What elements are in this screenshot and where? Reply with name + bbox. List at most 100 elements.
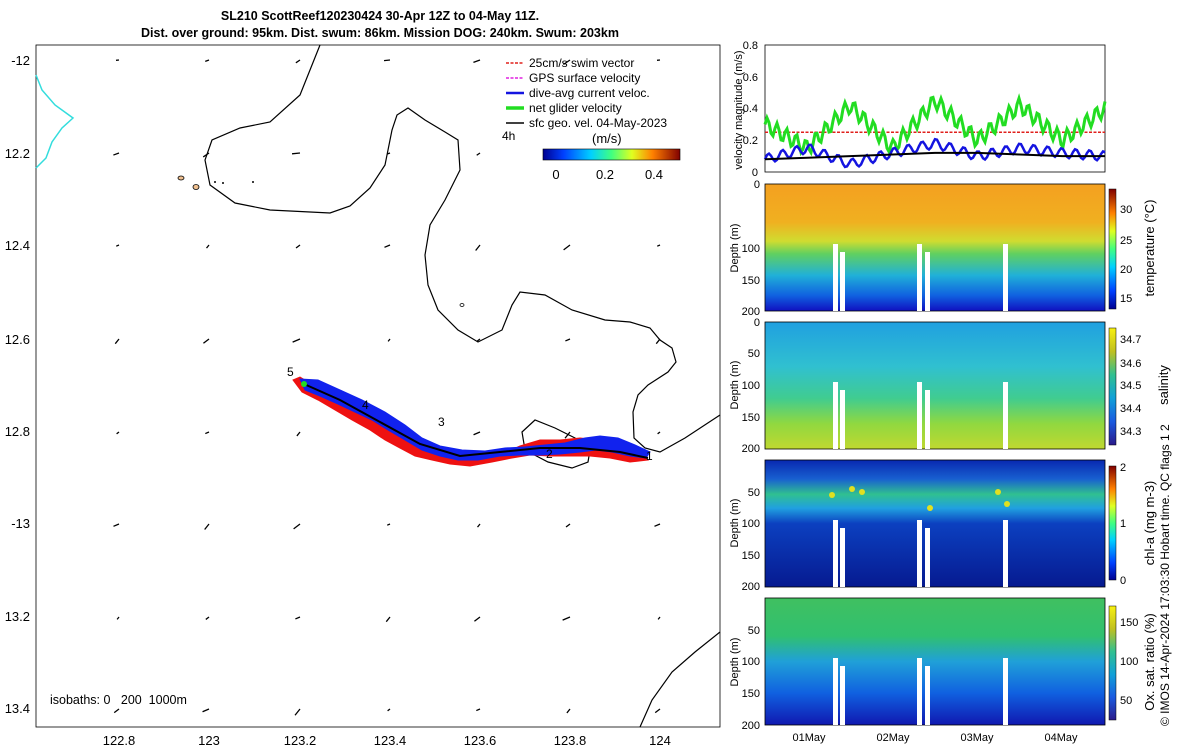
data-gap	[917, 382, 922, 449]
credit-text: © IMOS 14-Apr-2024 17:03:30 Hobart time.…	[1158, 424, 1172, 726]
chla-panel: 2 1 0 chl-a (mg m-3) 50 100 150 200 Dept…	[729, 459, 1157, 593]
series-sfc-geo-velocity	[764, 151, 1105, 161]
vector-arrow	[296, 431, 301, 437]
vector-arrow	[475, 244, 481, 251]
vector-arrow	[386, 152, 391, 155]
chla-heatmap	[764, 459, 1106, 588]
islet-4	[459, 303, 465, 307]
map-legend: 25cm/s swim vector GPS surface velocity …	[502, 56, 681, 182]
salinity-label: salinity	[1156, 365, 1171, 405]
time-tick-label: 03May	[960, 732, 994, 744]
data-gap	[833, 520, 838, 587]
vector-arrow	[116, 431, 120, 435]
data-gap	[1003, 244, 1008, 311]
profile-curve	[35, 74, 75, 169]
colorbar-unit: (m/s)	[592, 131, 622, 146]
waypoint-label-2: 2	[546, 447, 553, 461]
vector-arrow	[473, 431, 481, 436]
vector-arrow	[562, 616, 571, 621]
map-x-axis: 122.8 123 123.2 123.4 123.6 123.8 124	[103, 733, 671, 748]
vector-arrow	[295, 616, 301, 620]
temperature-label: temperature (°C)	[1142, 200, 1157, 297]
chla-colorbar	[1108, 465, 1117, 581]
legend-label-gps: GPS surface velocity	[529, 71, 640, 85]
temperature-panel: 30 25 20 15 temperature (°C) 0 100 150 2…	[729, 179, 1157, 318]
depth-tick: 0	[754, 179, 760, 191]
vector-arrow	[206, 244, 210, 249]
vector-arrow	[384, 244, 391, 248]
waypoint-label-1: 1	[646, 449, 653, 463]
time-axis: 01May 02May 03May 04May	[792, 732, 1078, 744]
chla-high-point	[1004, 501, 1010, 507]
isobath-contour-loop	[521, 419, 591, 469]
vector-arrow	[113, 523, 120, 527]
vector-arrow	[654, 523, 661, 527]
vector-arrow	[293, 523, 301, 530]
data-gap	[925, 390, 930, 449]
depth-tick: 150	[742, 688, 760, 700]
vector-arrow	[566, 708, 571, 714]
data-gap	[1003, 382, 1008, 449]
depth-tick: 150	[742, 412, 760, 424]
vector-arrow	[115, 244, 120, 247]
vector-arrow	[476, 708, 481, 712]
islet-2	[222, 182, 224, 184]
colorbar-tick-2: 0.4	[645, 167, 663, 182]
salinity-depth-label: Depth (m)	[729, 361, 741, 410]
island-2	[192, 184, 200, 190]
vector-arrow	[654, 708, 661, 714]
depth-tick: 200	[742, 581, 760, 593]
map-frame	[35, 44, 721, 728]
vector-arrow	[203, 338, 210, 344]
vector-arrow	[205, 59, 210, 62]
y-tick-label: 13.4	[5, 701, 30, 716]
surface-velocity-vectors	[113, 59, 661, 716]
temperature-cb-tick: 20	[1120, 264, 1132, 276]
y-tick-label: -12	[11, 53, 30, 68]
time-tick-label: 01May	[792, 732, 826, 744]
chla-cb-tick: 0	[1120, 575, 1126, 587]
series-dive-avg-current	[763, 137, 1106, 169]
data-gap	[917, 520, 922, 587]
vector-arrow	[205, 431, 210, 435]
data-gap	[840, 390, 845, 449]
isobaths-label: isobaths: 0 200 1000m	[50, 693, 187, 707]
x-tick-label: 123.2	[284, 733, 317, 748]
salinity-panel: 34.7 34.6 34.5 34.4 34.3 salinity 0 50 1…	[729, 317, 1171, 455]
vector-arrow	[387, 338, 391, 342]
depth-tick: 100	[742, 243, 760, 255]
plot-title: SL210 ScottReef120230424 30-Apr 12Z to 0…	[220, 9, 540, 23]
island-1	[177, 175, 185, 181]
depth-tick: 200	[742, 306, 760, 318]
salinity-cb-tick: 34.4	[1120, 403, 1141, 415]
vector-arrow	[563, 59, 571, 66]
chla-high-point	[849, 486, 855, 492]
vector-arrow	[204, 523, 210, 530]
legend-label-geo: sfc geo. vel. 04-May-2023	[529, 116, 667, 130]
data-gap	[925, 666, 930, 725]
vector-arrow	[476, 152, 481, 156]
salinity-cb-tick: 34.5	[1120, 380, 1141, 392]
salinity-cb-tick: 34.7	[1120, 334, 1141, 346]
series-net-glider-velocity	[763, 93, 1107, 157]
data-gap	[917, 658, 922, 725]
x-tick-label: 122.8	[103, 733, 136, 748]
vector-arrow	[114, 338, 120, 345]
chla-cb-tick: 2	[1120, 462, 1126, 474]
waypoint-label-3: 3	[438, 415, 445, 429]
chla-high-point	[927, 505, 933, 511]
chla-gaps	[833, 520, 1008, 587]
data-gap	[925, 528, 930, 587]
waypoint-label-4: 4	[362, 398, 369, 412]
islet-1	[214, 181, 216, 183]
vector-arrow	[387, 708, 391, 712]
vector-arrow	[474, 616, 481, 622]
time-tag: 4h	[502, 129, 515, 143]
colorbar-tick-0: 0	[552, 167, 559, 182]
depth-tick: 100	[742, 380, 760, 392]
vector-arrow	[202, 708, 210, 713]
islet-3	[252, 181, 254, 183]
salinity-cb-tick: 34.6	[1120, 358, 1141, 370]
vector-arrow	[477, 523, 481, 528]
data-gap	[1003, 520, 1008, 587]
